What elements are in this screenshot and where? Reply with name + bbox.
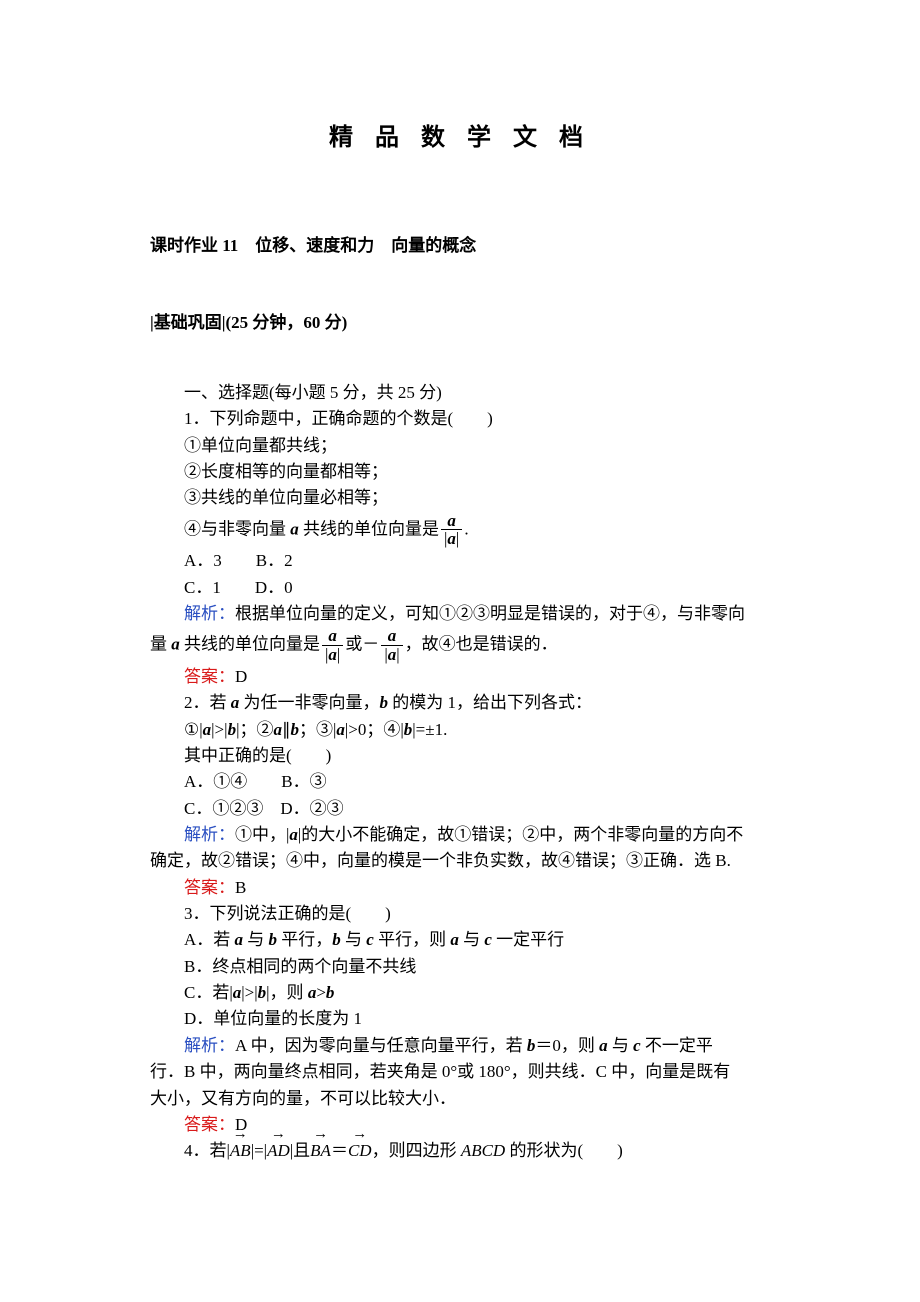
answer-label: 答案：: [184, 667, 235, 686]
q2-opt-ab: A．①④ B．③: [150, 769, 770, 795]
q1-analysis-b-mid: 共线的单位向量是: [180, 635, 320, 654]
analysis-label: 解析：: [184, 1036, 235, 1055]
q3-analysis-line3: 大小，又有方向的量，不可以比较大小．: [150, 1086, 770, 1112]
q1-analysis-b-tail: ，故④也是错误的．: [405, 635, 558, 654]
fraction-a-over-modA: a|a|: [320, 627, 345, 664]
q3-stem: 3．下列说法正确的是( ): [150, 901, 770, 927]
q1-analysis-b-or: 或－: [345, 635, 379, 654]
q3-optB: B．终点相同的两个向量不共线: [150, 954, 770, 980]
q2-opt-cd: C．①②③ D．②③: [150, 796, 770, 822]
q1-s2: ②长度相等的向量都相等；: [150, 459, 770, 485]
q2-options-line: ①|a|>|b|；②a∥b；③|a|>0；④|b|=±1.: [150, 717, 770, 743]
section-consolidate: |基础巩固|(25 分钟，60 分): [150, 310, 770, 336]
fraction-a-over-modA-neg: a|a|: [379, 627, 404, 664]
q1-analysis-a: 根据单位向量的定义，可知①②③明显是错误的，对于④，与非零向: [235, 604, 745, 623]
q2-analysis-line1: 解析：①中，|a|的大小不能确定，故①错误；②中，两个非零向量的方向不: [150, 822, 770, 848]
q3-optA: A．若 a 与 b 平行，b 与 c 平行，则 a 与 c 一定平行: [150, 927, 770, 953]
q2-answer: 答案：B: [150, 875, 770, 901]
vector-BA: →BA: [310, 1138, 331, 1164]
q3-optD: D．单位向量的长度为 1: [150, 1006, 770, 1032]
doc-title: 精 品 数 学 文 档: [150, 120, 770, 157]
analysis-label: 解析：: [184, 825, 235, 844]
vector-a: a: [290, 519, 299, 538]
q1-answer-value: D: [235, 667, 247, 686]
fraction-a-over-modA: a|a|: [439, 512, 464, 549]
q1-analysis-b-pre: 量: [150, 635, 171, 654]
chapter-heading: 课时作业 11 位移、速度和力 向量的概念: [150, 233, 770, 259]
arrow-icon: →: [310, 1127, 331, 1142]
vector-a: a: [171, 635, 180, 654]
vector-b: b: [380, 693, 389, 712]
q2-analysis-line2: 确定，故②错误；④中，向量的模是一个非负实数，故④错误；③正确．选 B.: [150, 848, 770, 874]
q2-which-correct: 其中正确的是( ): [150, 743, 770, 769]
analysis-label: 解析：: [184, 604, 235, 623]
vector-CD: →CD: [348, 1138, 372, 1164]
arrow-icon: →: [267, 1127, 290, 1142]
vector-AB: →AB: [230, 1138, 251, 1164]
q1-opt-cd: C．1 D．0: [150, 575, 770, 601]
q2-answer-value: B: [235, 878, 246, 897]
q1-analysis-line1: 解析：根据单位向量的定义，可知①②③明显是错误的，对于④，与非零向: [150, 601, 770, 627]
q1-s4-mid: 共线的单位向量是: [299, 519, 439, 538]
q1-s4-prefix: ④与非零向量: [184, 519, 290, 538]
q3-optC: C．若|a|>|b|，则 a>b: [150, 980, 770, 1006]
q1-stem: 1．下列命题中，正确命题的个数是( ): [150, 406, 770, 432]
q1-s4: ④与非零向量 a 共线的单位向量是a|a|.: [150, 512, 770, 549]
vector-a: a: [231, 693, 240, 712]
answer-label: 答案：: [184, 878, 235, 897]
q1-answer: 答案：D: [150, 664, 770, 690]
q2-stem-pre: 2．若: [184, 693, 231, 712]
q1-s4-suffix: .: [464, 519, 468, 538]
arrow-icon: →: [348, 1127, 372, 1142]
q4-stem: 4．若|→AB|=|→AD|且→BA＝→CD，则四边形 ABCD 的形状为( ): [150, 1138, 770, 1164]
answer-label: 答案：: [184, 1115, 235, 1134]
arrow-icon: →: [230, 1127, 251, 1142]
section1-title: 一、选择题(每小题 5 分，共 25 分): [150, 380, 770, 406]
content-body: 一、选择题(每小题 5 分，共 25 分) 1．下列命题中，正确命题的个数是( …: [150, 380, 770, 1165]
q1-s3: ③共线的单位向量必相等；: [150, 485, 770, 511]
q3-analysis-line2: 行．B 中，两向量终点相同，若夹角是 0°或 180°，则共线．C 中，向量是既…: [150, 1059, 770, 1085]
q1-opt-ab: A．3 B．2: [150, 548, 770, 574]
q2-stem-bmid: 的模为 1，给出下列各式：: [388, 693, 592, 712]
q2-stem: 2．若 a 为任一非零向量，b 的模为 1，给出下列各式：: [150, 690, 770, 716]
vector-AD: →AD: [267, 1138, 290, 1164]
q2-stem-mid: 为任一非零向量，: [239, 693, 379, 712]
q1-analysis-line2: 量 a 共线的单位向量是a|a|或－a|a|，故④也是错误的．: [150, 627, 770, 664]
q1-s1: ①单位向量都共线；: [150, 433, 770, 459]
q3-analysis-line1: 解析：A 中，因为零向量与任意向量平行，若 b＝0，则 a 与 c 不一定平: [150, 1033, 770, 1059]
